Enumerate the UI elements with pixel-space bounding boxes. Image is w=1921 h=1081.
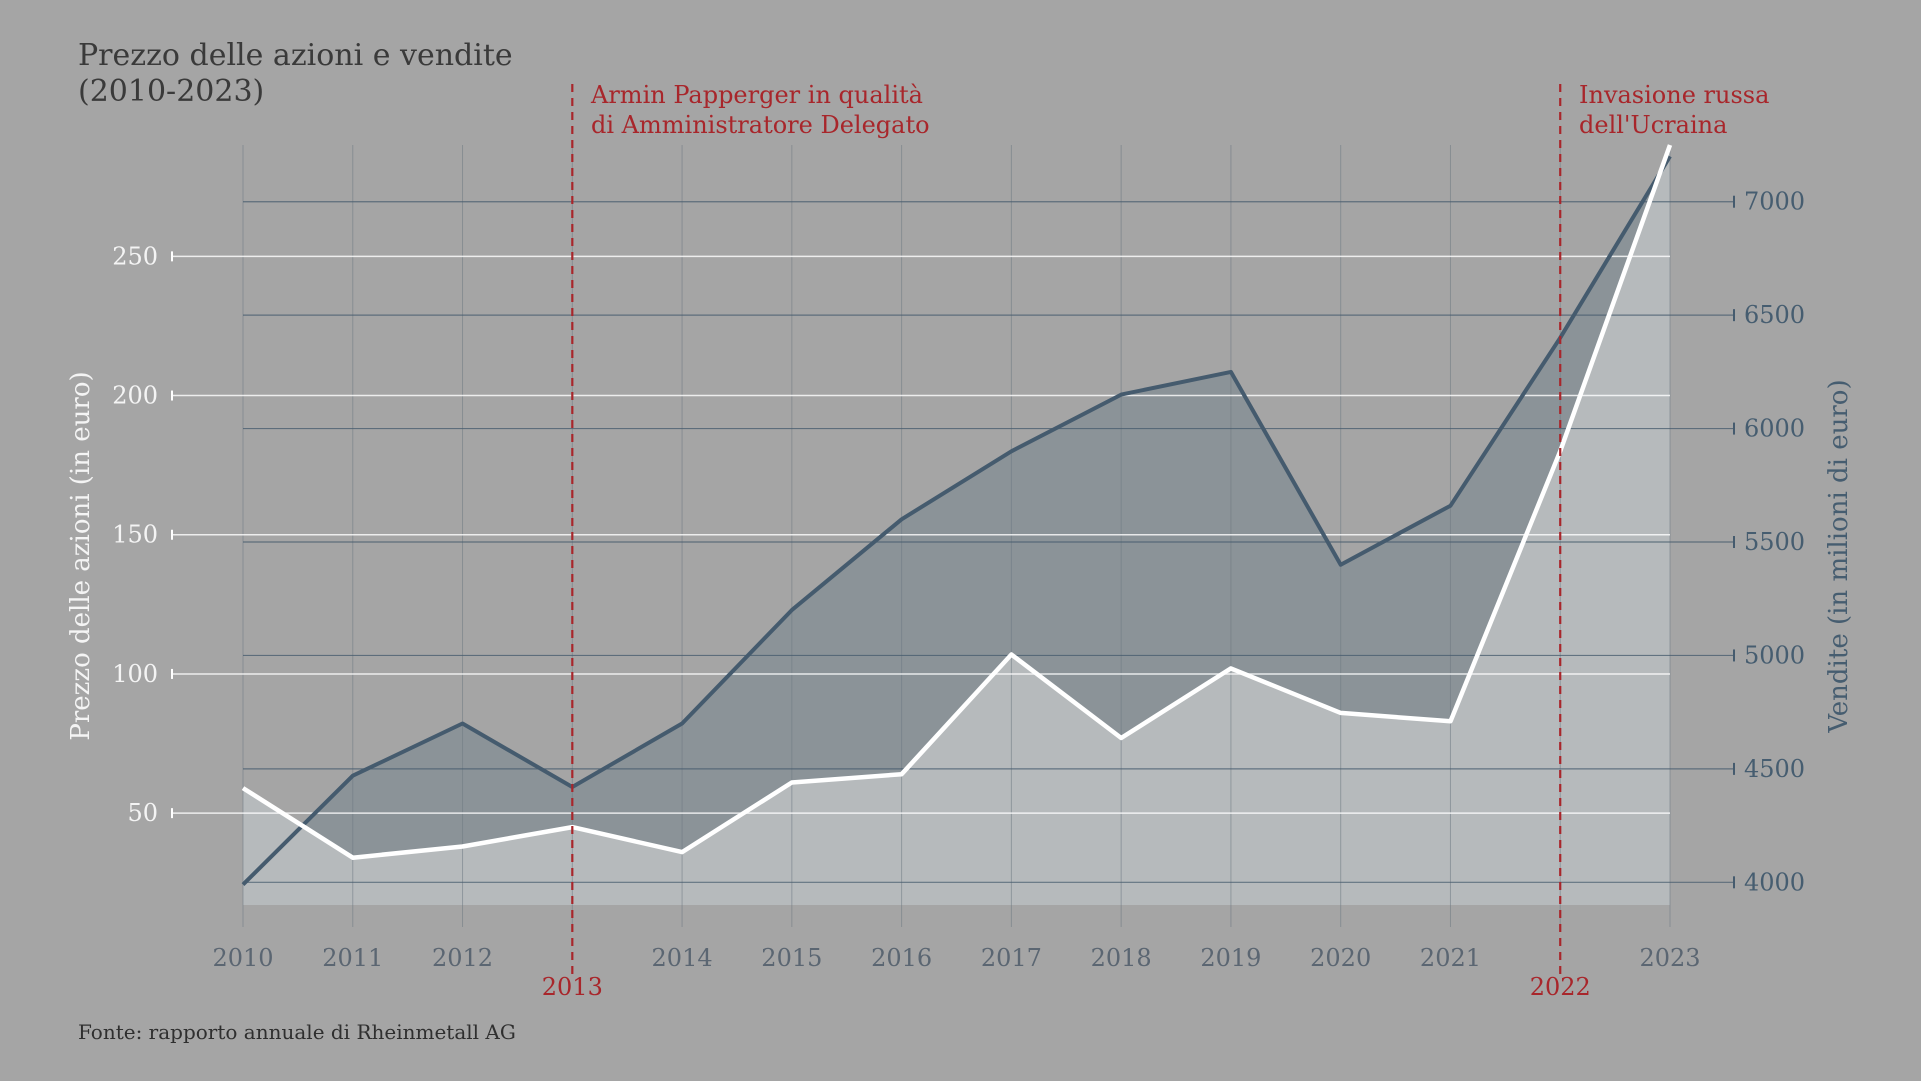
annotation-invasion-line2: dell'Ucraina [1579, 111, 1727, 139]
y-left-tick-label: 250 [112, 242, 158, 270]
x-tick-label: 2022 [1530, 973, 1591, 1001]
y-right-tick-label: 4500 [1744, 755, 1805, 783]
y-right-tick-label: 5000 [1744, 641, 1805, 669]
y-left-tick-label: 100 [112, 660, 158, 688]
x-tick-label: 2015 [761, 944, 822, 972]
price-line [241, 144, 1673, 860]
annotation-lines [571, 84, 1562, 975]
y-right-tick-label: 7000 [1744, 188, 1805, 216]
x-tick-label: 2020 [1310, 944, 1371, 972]
x-tick-label: 2012 [432, 944, 493, 972]
x-tick-label: 2017 [981, 944, 1042, 972]
annotation-ceo-line2: di Amministratore Delegato [591, 111, 930, 139]
x-tick-label: 2021 [1420, 944, 1481, 972]
x-tick-label: 2014 [652, 944, 713, 972]
chart-title-line2: (2010-2023) [78, 74, 264, 109]
area-layer [243, 145, 1670, 906]
sales-line [241, 155, 1672, 887]
tick-layer: 50 100 150 200 250 4000 4500 5000 5500 6000 6500 70… [112, 188, 1805, 1001]
annotation-ceo-line1: Armin Papperger in qualità [590, 81, 923, 109]
y-axis-right-label: Vendite (in milioni di euro) [1824, 379, 1854, 733]
x-tick-label: 2019 [1200, 944, 1261, 972]
y-right-tick-label: 5500 [1744, 528, 1805, 556]
y-right-tick-label: 6500 [1744, 301, 1805, 329]
y-right-tick-label: 4000 [1744, 868, 1805, 896]
x-tick-label: 2013 [542, 973, 603, 1001]
y-left-tick-label: 200 [112, 382, 158, 410]
x-tick-label: 2018 [1091, 944, 1152, 972]
annotation-invasion-line1: Invasione russa [1579, 81, 1769, 109]
source-note: Fonte: rapporto annuale di Rheinmetall A… [78, 1020, 516, 1044]
y-right-tick-label: 6000 [1744, 415, 1805, 443]
line-layer [241, 144, 1673, 887]
price-area [243, 145, 1670, 905]
chart-title: Prezzo delle azioni e vendite [78, 38, 513, 73]
y-axis-left-label: Prezzo delle azioni (in euro) [66, 371, 96, 740]
x-tick-label: 2010 [212, 944, 273, 972]
x-tick-label: 2016 [871, 944, 932, 972]
y-left-tick-label: 150 [112, 521, 158, 549]
x-tick-label: 2011 [322, 944, 383, 972]
grid-layer [172, 145, 1734, 927]
x-tick-label: 2023 [1639, 944, 1700, 972]
y-left-tick-label: 50 [127, 799, 158, 827]
